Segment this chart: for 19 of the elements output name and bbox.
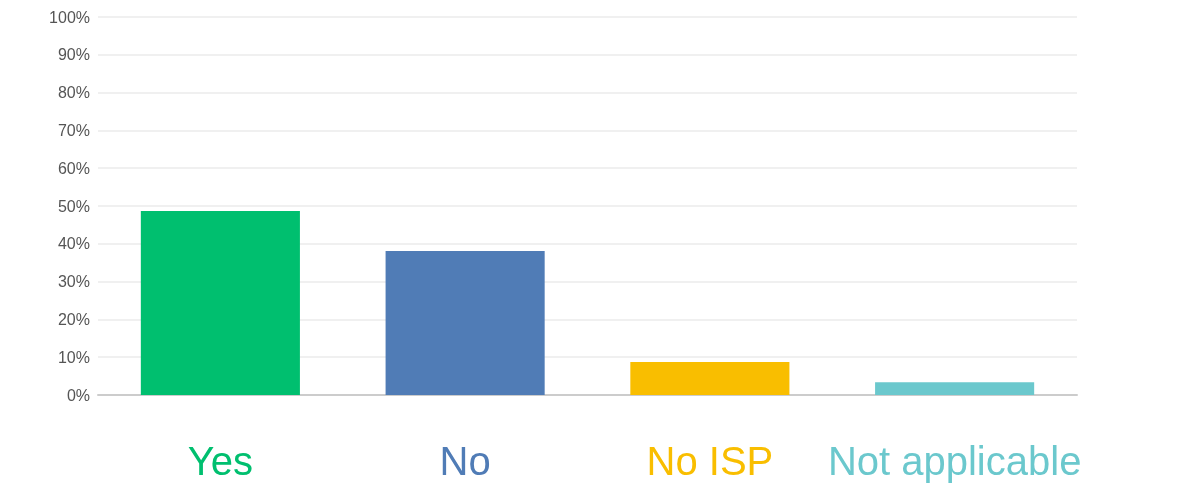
x-tick-label: Not applicable (827, 439, 1082, 483)
y-tick-label: 70% (57, 121, 90, 139)
bar (140, 210, 300, 395)
y-tick-label: 50% (57, 197, 90, 215)
y-tick-label: 10% (57, 348, 90, 366)
y-tick-label: 80% (57, 84, 90, 102)
y-tick-label: 100% (49, 8, 90, 26)
bar (630, 362, 790, 395)
y-tick-label: 40% (57, 235, 90, 253)
y-tick-label: 30% (57, 273, 90, 291)
y-tick-label: 20% (57, 310, 90, 328)
bar (875, 382, 1035, 395)
y-tick-label: 60% (57, 159, 90, 177)
bar (385, 250, 545, 395)
y-tick-label: 0% (66, 386, 90, 404)
x-tick-label: No ISP (646, 439, 774, 483)
x-tick-label: No (439, 439, 491, 483)
y-tick-label: 90% (57, 46, 90, 64)
x-tick-label: Yes (187, 439, 254, 483)
